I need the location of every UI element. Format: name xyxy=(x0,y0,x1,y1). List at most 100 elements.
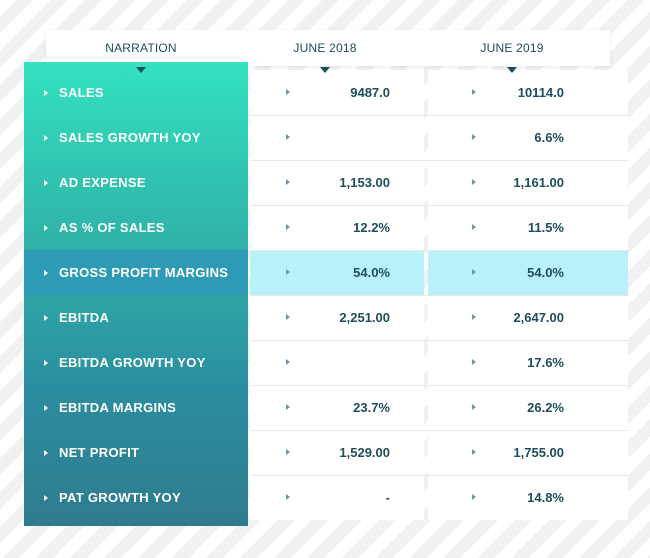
row-label-text: EBITDA MARGINS xyxy=(59,400,177,415)
cell-value: 17.6% xyxy=(527,355,564,370)
cell-june-2019[interactable]: 1,755.00 xyxy=(428,430,628,475)
cell-value: 26.2% xyxy=(527,400,564,415)
cell-june-2018[interactable]: 23.7% xyxy=(250,385,424,430)
cell-june-2019[interactable]: 6.6% xyxy=(428,115,628,160)
chevron-right-icon xyxy=(286,494,290,500)
chevron-right-icon xyxy=(472,269,476,275)
cell-june-2018[interactable]: 2,251.00 xyxy=(250,295,424,340)
row-label[interactable]: GROSS PROFIT MARGINS xyxy=(24,250,248,295)
row-label[interactable]: SALES xyxy=(24,70,248,115)
header-june-2019[interactable]: JUNE 2019 xyxy=(414,30,610,73)
cell-value: 1,153.00 xyxy=(339,175,390,190)
chevron-right-icon xyxy=(472,404,476,410)
chevron-right-icon xyxy=(44,494,48,501)
cell-value: 1,161.00 xyxy=(513,175,564,190)
chevron-right-icon xyxy=(44,359,48,366)
chevron-right-icon xyxy=(286,359,290,365)
chevron-right-icon xyxy=(44,404,48,411)
cell-value: 1,755.00 xyxy=(513,445,564,460)
header-narration[interactable]: NARRATION xyxy=(46,30,236,73)
row-divider xyxy=(250,160,628,161)
cell-value: 9487.0 xyxy=(350,85,390,100)
chevron-right-icon xyxy=(472,89,476,95)
cell-value: 12.2% xyxy=(353,220,390,235)
row-divider xyxy=(250,385,628,386)
cell-june-2019[interactable]: 54.0% xyxy=(428,250,628,295)
row-label-text: EBITDA GROWTH YOY xyxy=(59,355,206,370)
cell-june-2018[interactable]: 54.0% xyxy=(250,250,424,295)
chevron-right-icon xyxy=(472,314,476,320)
cell-value: 11.5% xyxy=(527,220,564,235)
cell-june-2018[interactable]: - xyxy=(250,475,424,520)
cell-value: 14.8% xyxy=(527,490,564,505)
table-row[interactable]: AS % OF SALES 12.2% 11.5% xyxy=(24,205,628,250)
cell-june-2019[interactable]: 11.5% xyxy=(428,205,628,250)
chevron-right-icon xyxy=(286,269,290,275)
cell-value: 54.0% xyxy=(353,265,390,280)
row-divider xyxy=(250,340,628,341)
chevron-down-icon xyxy=(320,67,330,73)
row-label[interactable]: SALES GROWTH YOY xyxy=(24,115,248,160)
row-label-text: GROSS PROFIT MARGINS xyxy=(59,265,229,280)
cell-june-2018[interactable] xyxy=(250,115,424,160)
table-row[interactable]: EBITDA GROWTH YOY 17.6% xyxy=(24,340,628,385)
row-label-text: AS % OF SALES xyxy=(59,220,165,235)
table-row[interactable]: AD EXPENSE 1,153.00 1,161.00 xyxy=(24,160,628,205)
header-narration-label: NARRATION xyxy=(105,41,177,55)
cell-june-2018[interactable]: 9487.0 xyxy=(250,70,424,115)
chevron-right-icon xyxy=(44,224,48,231)
row-label[interactable]: NET PROFIT xyxy=(24,430,248,475)
table-row[interactable]: NET PROFIT 1,529.00 1,755.00 xyxy=(24,430,628,475)
header-june-2019-label: JUNE 2019 xyxy=(480,41,544,55)
row-label[interactable]: EBITDA xyxy=(24,295,248,340)
table-row[interactable]: SALES GROWTH YOY 6.6% xyxy=(24,115,628,160)
cell-june-2019[interactable]: 17.6% xyxy=(428,340,628,385)
chevron-right-icon xyxy=(472,494,476,500)
cell-june-2018[interactable]: 12.2% xyxy=(250,205,424,250)
row-divider xyxy=(250,475,628,476)
row-label[interactable]: EBITDA MARGINS xyxy=(24,385,248,430)
chevron-right-icon xyxy=(44,314,48,321)
row-divider xyxy=(250,250,628,251)
cell-value: 10114.0 xyxy=(517,85,564,100)
chevron-right-icon xyxy=(286,89,290,95)
cell-value: 23.7% xyxy=(353,400,390,415)
chevron-down-icon xyxy=(136,67,146,73)
chevron-right-icon xyxy=(286,449,290,455)
row-label[interactable]: AS % OF SALES xyxy=(24,205,248,250)
row-divider xyxy=(250,115,628,116)
table-row[interactable]: EBITDA 2,251.00 2,647.00 xyxy=(24,295,628,340)
row-label[interactable]: AD EXPENSE xyxy=(24,160,248,205)
chevron-right-icon xyxy=(286,404,290,410)
chevron-right-icon xyxy=(286,224,290,230)
chevron-right-icon xyxy=(286,179,290,185)
chevron-right-icon xyxy=(44,89,48,96)
chevron-down-icon xyxy=(507,67,517,73)
row-label[interactable]: PAT GROWTH YOY xyxy=(24,475,248,520)
cell-june-2018[interactable] xyxy=(250,340,424,385)
table-header: NARRATION JUNE 2018 JUNE 2019 xyxy=(46,30,610,73)
cell-june-2019[interactable]: 2,647.00 xyxy=(428,295,628,340)
chevron-right-icon xyxy=(286,314,290,320)
chevron-right-icon xyxy=(472,179,476,185)
cell-june-2019[interactable]: 26.2% xyxy=(428,385,628,430)
cell-june-2019[interactable]: 1,161.00 xyxy=(428,160,628,205)
header-june-2018[interactable]: JUNE 2018 xyxy=(236,30,414,73)
table-row[interactable]: EBITDA MARGINS 23.7% 26.2% xyxy=(24,385,628,430)
table-row[interactable]: SALES 9487.0 10114.0 xyxy=(24,70,628,115)
chevron-right-icon xyxy=(472,224,476,230)
row-divider xyxy=(250,205,628,206)
row-label-text: SALES xyxy=(59,85,104,100)
row-label[interactable]: EBITDA GROWTH YOY xyxy=(24,340,248,385)
cell-june-2018[interactable]: 1,529.00 xyxy=(250,430,424,475)
cell-june-2018[interactable]: 1,153.00 xyxy=(250,160,424,205)
cell-value: 2,647.00 xyxy=(513,310,564,325)
cell-june-2019[interactable]: 14.8% xyxy=(428,475,628,520)
table-row[interactable]: GROSS PROFIT MARGINS 54.0% 54.0% xyxy=(24,250,628,295)
cell-value: 6.6% xyxy=(534,130,564,145)
row-label-text: PAT GROWTH YOY xyxy=(59,490,181,505)
cell-value: 1,529.00 xyxy=(339,445,390,460)
table-row[interactable]: PAT GROWTH YOY - 14.8% xyxy=(24,475,628,520)
cell-june-2019[interactable]: 10114.0 xyxy=(428,70,628,115)
chevron-right-icon xyxy=(472,449,476,455)
